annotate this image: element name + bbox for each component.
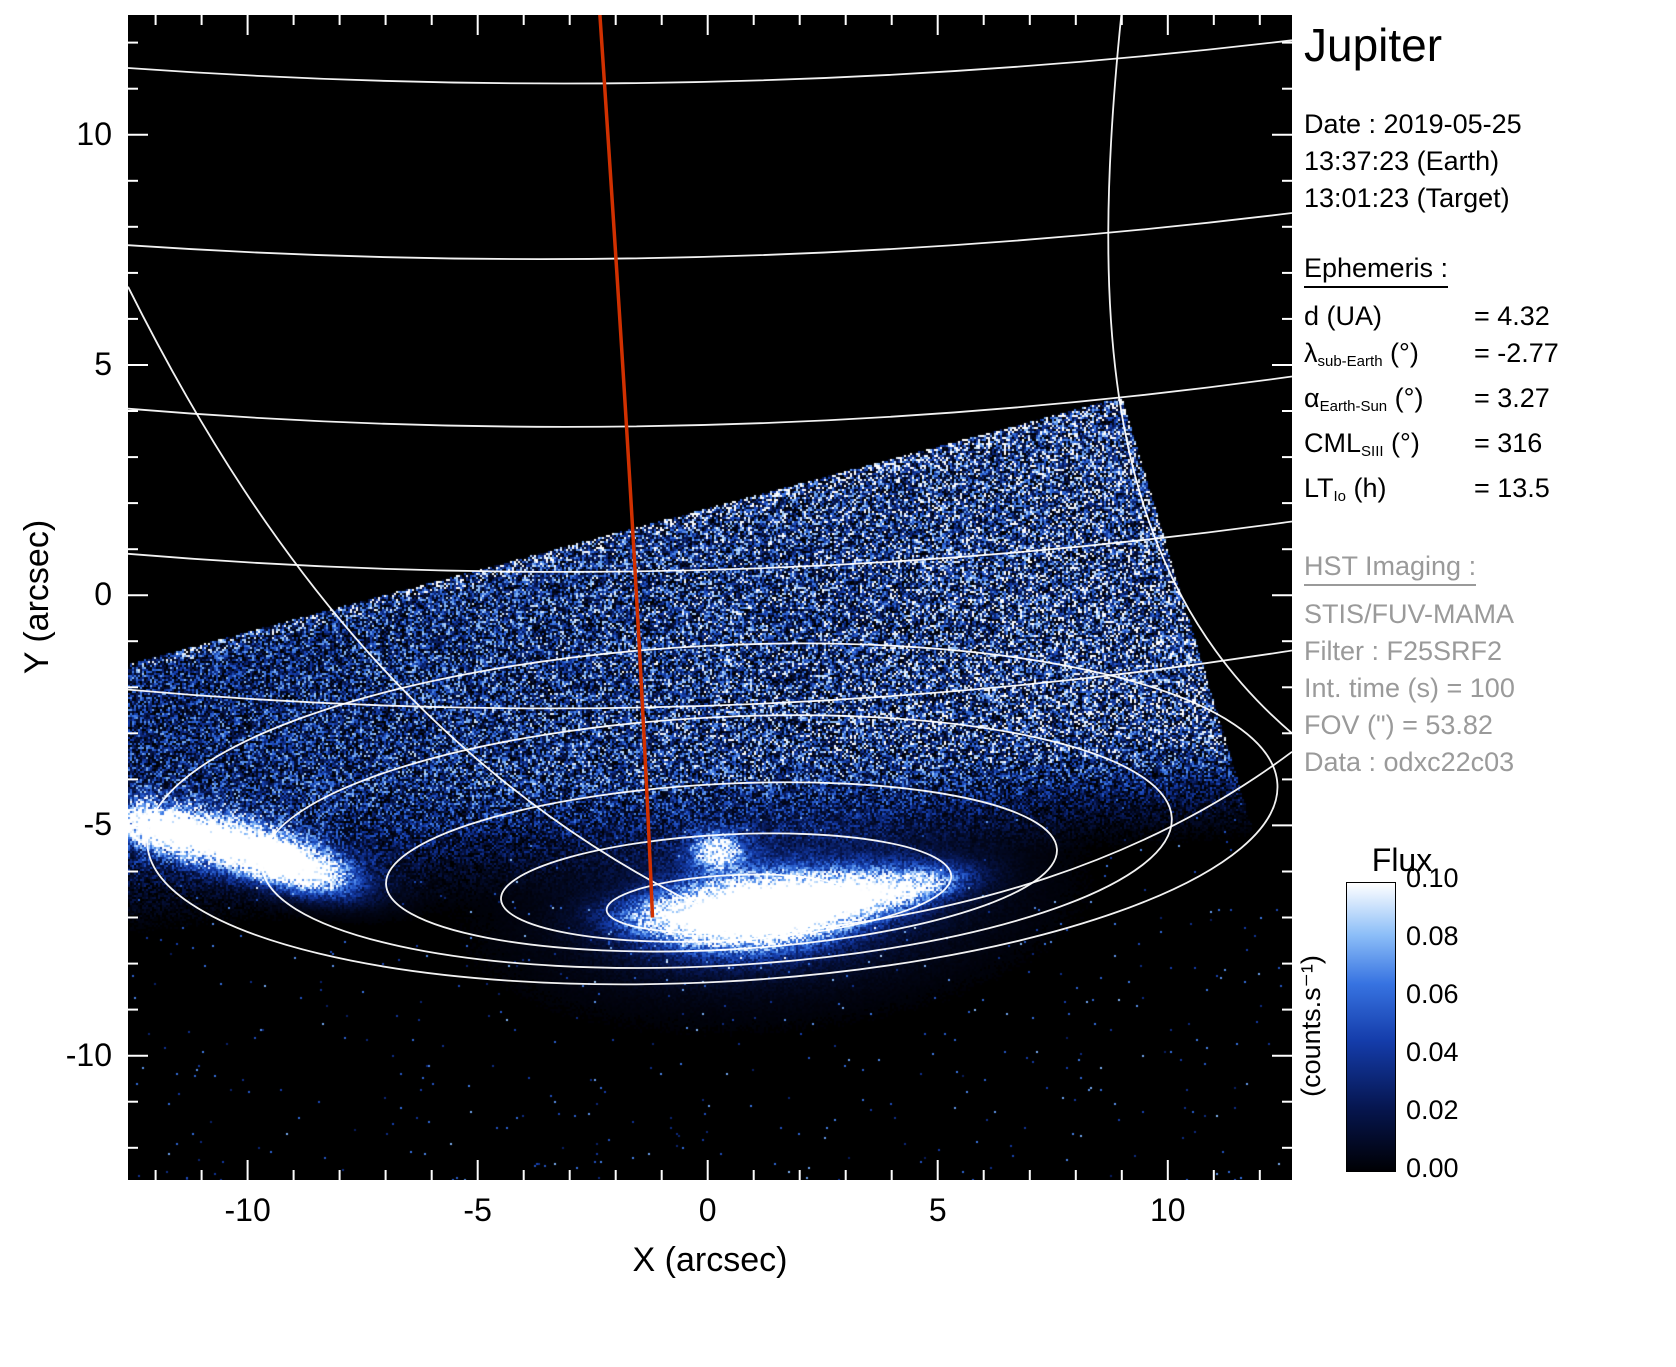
graticule-longitude-line <box>1107 15 1292 734</box>
ephemeris-row: λsub-Earth (°) = -2.77 <box>1304 338 1559 370</box>
x-tick-label: -10 <box>224 1192 271 1228</box>
colorbar-tick-label: 0.08 <box>1406 921 1459 951</box>
x-axis-label: X (arcsec) <box>632 1241 788 1279</box>
graticule-latitude-line <box>128 375 1292 428</box>
graticule-longitude-line <box>762 751 1292 935</box>
graticule-polar-oval <box>261 714 1173 969</box>
ephemeris-row: LTIo (h) = 13.5 <box>1304 473 1550 505</box>
graticule-latitude-line <box>128 649 1292 710</box>
colorbar-tick-label: 0.00 <box>1406 1153 1459 1183</box>
colorbar-tick-label: 0.02 <box>1406 1095 1459 1125</box>
ephemeris-row: αEarth-Sun (°) = 3.27 <box>1304 383 1550 415</box>
date-line: 13:01:23 (Target) <box>1304 183 1510 213</box>
page-title: Jupiter <box>1304 19 1443 71</box>
graticule-overlay <box>128 15 1292 1180</box>
colorbar-title: Flux <box>1371 842 1433 878</box>
colorbar-tick-label: 0.04 <box>1406 1037 1459 1067</box>
y-tick-label: -10 <box>65 1036 112 1073</box>
ephemeris-rows: d (UA) = 4.32 λsub-Earth (°) = -2.77 αEarth-… <box>1304 298 1672 515</box>
hst-imaging-line: Filter : F25SRF2 <box>1304 636 1503 666</box>
hst-imaging-line: FOV (") = 53.82 <box>1304 710 1493 740</box>
ephemeris-row: d (UA) = 4.32 <box>1304 301 1550 331</box>
ephemeris-row: CMLSIII (°) = 316 <box>1304 428 1543 460</box>
hst-imaging-line: STIS/FUV-MAMA <box>1304 599 1515 629</box>
ephemeris-heading: Ephemeris : <box>1304 253 1449 288</box>
graticule-latitude-line <box>128 212 1292 260</box>
ephemeris-section: Ephemeris : d (UA) = 4.32 λsub-Earth (°) = … <box>1304 253 1672 515</box>
info-panel: Jupiter Date : 2019-05-25 13:37:23 (Earth… <box>1304 18 1672 781</box>
x-tick-label: 10 <box>1149 1192 1186 1228</box>
x-tick-label: 5 <box>928 1192 947 1228</box>
y-tick-label: 0 <box>94 576 112 613</box>
y-tick-label: 10 <box>76 115 112 152</box>
plot-area <box>128 15 1292 1180</box>
graticule-latitude-line <box>128 39 1292 85</box>
cml-meridian-line <box>598 15 655 918</box>
x-tick-label: 0 <box>698 1192 717 1228</box>
hst-imaging-lines: STIS/FUV-MAMA Filter : F25SRF2 Int. time (… <box>1304 596 1672 781</box>
graticule-latitude-line <box>128 520 1292 573</box>
colorbar-tick-label: 0.06 <box>1406 979 1459 1009</box>
graticule-polar-oval <box>385 781 1058 953</box>
hst-imaging-heading: HST Imaging : <box>1304 551 1477 586</box>
graticule-polar-oval <box>605 873 856 934</box>
date-line: Date : 2019-05-25 <box>1304 109 1522 139</box>
date-block: Date : 2019-05-25 13:37:23 (Earth) 13:01:2… <box>1304 106 1672 217</box>
colorbar-tick-label: 0.10 <box>1406 863 1459 893</box>
graticule-longitude-line <box>128 286 755 933</box>
hst-imaging-section: HST Imaging : STIS/FUV-MAMA Filter : F25S… <box>1304 551 1672 781</box>
colorbar-unit-label: (counts.s⁻¹) <box>1296 955 1326 1097</box>
date-line: 13:37:23 (Earth) <box>1304 146 1500 176</box>
y-tick-label: 5 <box>94 345 112 382</box>
y-tick-label: -5 <box>83 806 112 843</box>
colorbar <box>1346 882 1396 1172</box>
x-tick-label: -5 <box>463 1192 492 1228</box>
hst-imaging-line: Data : odxc22c03 <box>1304 747 1515 777</box>
graticule-polar-oval <box>146 642 1279 986</box>
graticule-polar-oval <box>500 832 953 943</box>
y-axis-label: Y (arcsec) <box>18 519 56 675</box>
hst-imaging-line: Int. time (s) = 100 <box>1304 673 1515 703</box>
